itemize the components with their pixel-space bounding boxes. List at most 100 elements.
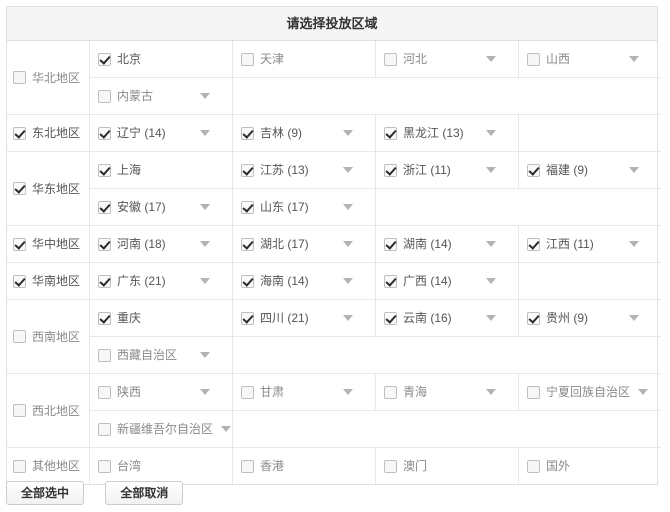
- checkbox-icon[interactable]: [384, 237, 397, 251]
- province-cell-content[interactable]: 浙江 (11): [376, 153, 518, 187]
- province-cell-content[interactable]: 天津: [233, 42, 375, 76]
- chevron-down-icon[interactable]: [629, 315, 639, 321]
- province-cell-content[interactable]: 福建 (9): [519, 153, 661, 187]
- chevron-down-icon[interactable]: [638, 389, 649, 395]
- province-cell[interactable]: 福建 (9): [518, 151, 661, 189]
- checkbox-icon[interactable]: [384, 311, 397, 325]
- region-group-5-cell-content[interactable]: 西南地区: [7, 320, 89, 354]
- province-cell[interactable]: 天津: [232, 41, 376, 78]
- chevron-down-icon[interactable]: [343, 167, 353, 173]
- checkbox-icon[interactable]: [98, 311, 111, 325]
- province-cell-content[interactable]: 澳门: [376, 449, 518, 483]
- checkbox-icon[interactable]: [384, 163, 397, 177]
- province-cell[interactable]: 青海: [375, 373, 519, 411]
- province-cell[interactable]: 上海: [89, 151, 233, 189]
- checkbox-icon[interactable]: [241, 163, 254, 177]
- checkbox-icon[interactable]: [98, 274, 111, 288]
- chevron-down-icon[interactable]: [486, 278, 496, 284]
- province-cell-content[interactable]: 山东 (17): [233, 190, 375, 224]
- checkbox-icon[interactable]: [98, 52, 111, 66]
- province-cell-content[interactable]: 云南 (16): [376, 301, 518, 335]
- chevron-down-icon[interactable]: [629, 56, 639, 62]
- province-cell-content[interactable]: 四川 (21): [233, 301, 375, 335]
- chevron-down-icon[interactable]: [343, 241, 353, 247]
- province-cell[interactable]: 湖南 (14): [375, 225, 519, 263]
- chevron-down-icon[interactable]: [486, 167, 496, 173]
- province-cell[interactable]: 甘肃: [232, 373, 376, 411]
- checkbox-icon[interactable]: [98, 348, 111, 362]
- province-cell[interactable]: 湖北 (17): [232, 225, 376, 263]
- province-cell[interactable]: 海南 (14): [232, 262, 376, 300]
- province-cell[interactable]: 河北: [375, 41, 519, 78]
- province-cell-content[interactable]: 重庆: [90, 301, 232, 335]
- region-group-0-cell-content[interactable]: 华北地区: [7, 61, 89, 95]
- province-cell[interactable]: 江西 (11): [518, 225, 661, 263]
- chevron-down-icon[interactable]: [200, 130, 210, 136]
- province-cell[interactable]: 吉林 (9): [232, 114, 376, 152]
- chevron-down-icon[interactable]: [486, 389, 496, 395]
- chevron-down-icon[interactable]: [200, 93, 210, 99]
- province-cell-content[interactable]: 宁夏回族自治区: [519, 375, 661, 409]
- province-cell-content[interactable]: 北京: [90, 42, 232, 76]
- checkbox-icon[interactable]: [241, 52, 254, 66]
- checkbox-icon[interactable]: [13, 237, 26, 251]
- province-cell-content[interactable]: 湖北 (17): [233, 227, 375, 261]
- province-cell-content[interactable]: 广西 (14): [376, 264, 518, 298]
- province-cell-content[interactable]: 辽宁 (14): [90, 116, 232, 150]
- province-cell-content[interactable]: 山西: [519, 42, 661, 76]
- chevron-down-icon[interactable]: [221, 426, 232, 432]
- region-group-4-cell-content[interactable]: 华南地区: [7, 264, 89, 298]
- province-cell-content[interactable]: 上海: [90, 153, 232, 187]
- checkbox-icon[interactable]: [13, 71, 26, 84]
- region-group-3-cell-content[interactable]: 华中地区: [7, 227, 89, 261]
- region-group-1-cell-content[interactable]: 东北地区: [7, 116, 89, 150]
- province-cell[interactable]: 陕西: [89, 373, 233, 411]
- province-cell-content[interactable]: 台湾: [90, 449, 232, 483]
- province-cell-content[interactable]: 湖南 (14): [376, 227, 518, 261]
- province-cell[interactable]: 重庆: [89, 299, 233, 337]
- province-cell[interactable]: 云南 (16): [375, 299, 519, 337]
- checkbox-icon[interactable]: [241, 385, 254, 399]
- chevron-down-icon[interactable]: [200, 278, 210, 284]
- checkbox-icon[interactable]: [384, 52, 397, 66]
- checkbox-icon[interactable]: [527, 311, 540, 325]
- province-cell-content[interactable]: 河北: [376, 42, 518, 76]
- chevron-down-icon[interactable]: [343, 130, 353, 136]
- checkbox-icon[interactable]: [13, 126, 26, 140]
- province-cell[interactable]: 内蒙古: [89, 77, 233, 115]
- province-cell[interactable]: 河南 (18): [89, 225, 233, 263]
- chevron-down-icon[interactable]: [343, 389, 353, 395]
- province-cell[interactable]: 国外: [519, 448, 662, 485]
- select-all-button[interactable]: 全部选中: [6, 481, 85, 505]
- chevron-down-icon[interactable]: [486, 315, 496, 321]
- chevron-down-icon[interactable]: [629, 167, 639, 173]
- province-cell[interactable]: 新疆维吾尔自治区: [89, 410, 233, 448]
- region-group-6[interactable]: 西北地区: [7, 373, 90, 448]
- province-cell[interactable]: 山西: [518, 41, 661, 78]
- province-cell[interactable]: 贵州 (9): [518, 299, 661, 337]
- checkbox-icon[interactable]: [13, 404, 26, 417]
- province-cell-content[interactable]: 广东 (21): [90, 264, 232, 298]
- checkbox-icon[interactable]: [98, 459, 111, 473]
- checkbox-icon[interactable]: [98, 385, 111, 399]
- province-cell[interactable]: 西藏自治区: [89, 336, 233, 374]
- checkbox-icon[interactable]: [527, 385, 540, 399]
- checkbox-icon[interactable]: [98, 89, 111, 103]
- province-cell-content[interactable]: 海南 (14): [233, 264, 375, 298]
- province-cell[interactable]: 台湾: [89, 447, 233, 484]
- checkbox-icon[interactable]: [241, 459, 254, 473]
- chevron-down-icon[interactable]: [486, 241, 496, 247]
- region-group-7-cell-content[interactable]: 其他地区: [7, 449, 89, 483]
- province-cell-content[interactable]: 香港: [233, 449, 375, 483]
- chevron-down-icon[interactable]: [343, 278, 353, 284]
- checkbox-icon[interactable]: [98, 422, 111, 436]
- checkbox-icon[interactable]: [241, 200, 254, 214]
- province-cell[interactable]: 广东 (21): [89, 262, 233, 300]
- chevron-down-icon[interactable]: [200, 241, 210, 247]
- checkbox-icon[interactable]: [527, 459, 540, 473]
- checkbox-icon[interactable]: [13, 459, 26, 473]
- province-cell-content[interactable]: 安徽 (17): [90, 190, 232, 224]
- province-cell-content[interactable]: 吉林 (9): [233, 116, 375, 150]
- province-cell-content[interactable]: 内蒙古: [90, 79, 232, 113]
- province-cell[interactable]: 宁夏回族自治区: [518, 373, 661, 411]
